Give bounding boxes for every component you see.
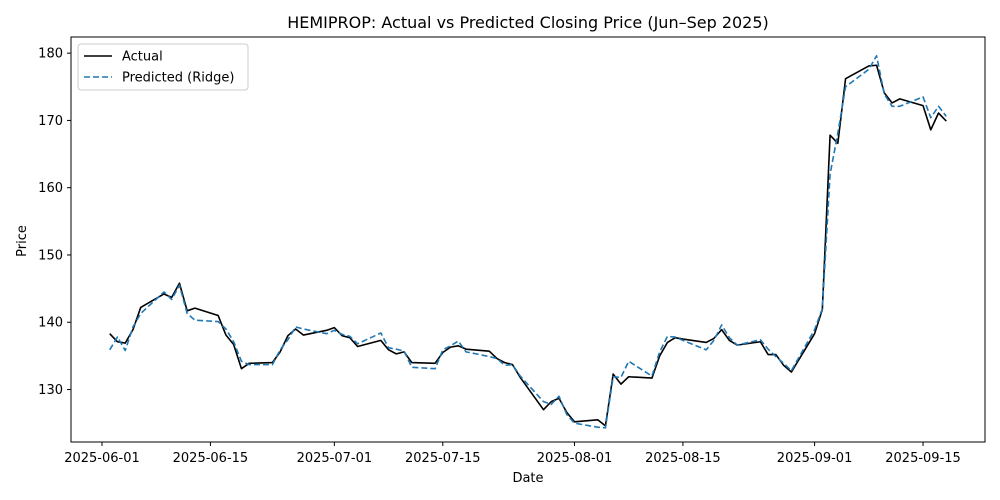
x-tick-label: 2025-07-15: [405, 451, 481, 466]
plot-frame: [70, 36, 986, 443]
x-tick-label: 2025-06-15: [173, 451, 249, 466]
legend: Actual Predicted (Ridge): [77, 43, 249, 91]
y-axis: 130 140 150 160 170 180: [38, 47, 71, 398]
x-tick-label: 2025-07-01: [297, 451, 373, 466]
x-tick-label: 2025-06-01: [64, 451, 140, 466]
x-tick-label: 2025-08-01: [537, 451, 613, 466]
y-tick-label: 170: [38, 114, 63, 129]
x-tick-label: 2025-08-15: [645, 451, 721, 466]
chart-title: HEMIPROP: Actual vs Predicted Closing Pr…: [287, 13, 769, 32]
legend-box: [77, 43, 249, 91]
y-tick-label: 150: [38, 248, 63, 263]
x-tick-label: 2025-09-01: [777, 451, 853, 466]
y-tick-label: 160: [38, 181, 63, 196]
y-tick-label: 130: [38, 383, 63, 398]
y-tick-label: 180: [38, 47, 63, 62]
y-axis-label: Price: [15, 225, 30, 257]
y-tick-label: 140: [38, 316, 63, 331]
x-axis-label: Date: [512, 471, 543, 486]
legend-label-predicted: Predicted (Ridge): [122, 71, 234, 86]
x-axis: 2025-06-01 2025-06-15 2025-07-01 2025-07-15…: [64, 442, 961, 466]
x-tick-label: 2025-09-15: [885, 451, 961, 466]
series-line-actual: [109, 64, 947, 427]
legend-label-actual: Actual: [122, 50, 163, 65]
series-layer: [109, 55, 947, 429]
series-line-predicted: [109, 55, 947, 429]
